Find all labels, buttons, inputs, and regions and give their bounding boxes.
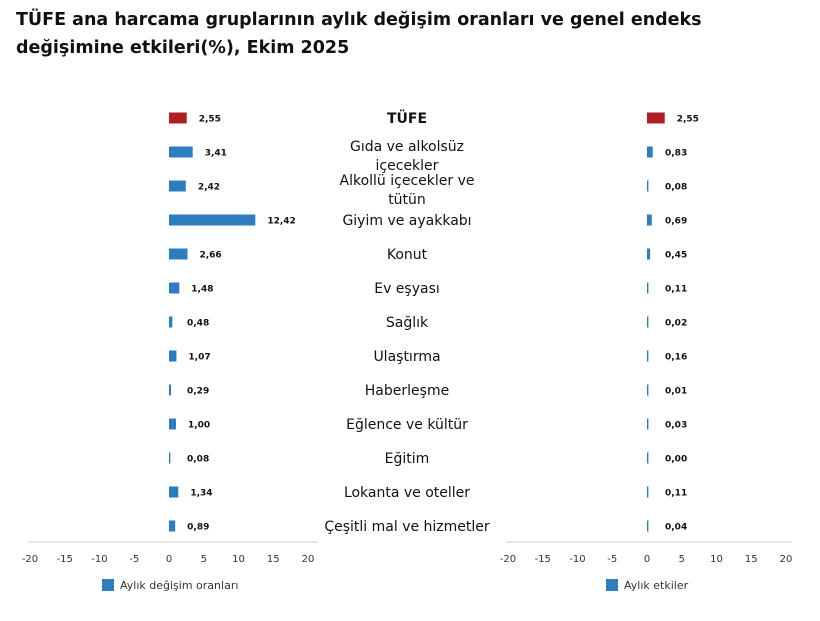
data-label-change: 12,42: [267, 217, 295, 227]
bar-change: [169, 418, 176, 430]
category-label: Gıda ve alkolsüz: [350, 139, 464, 155]
data-label-effect: 0,45: [665, 251, 687, 261]
x-tick-label-effect: -20: [500, 554, 516, 565]
bar-effect: [647, 112, 665, 124]
category-label: tütün: [388, 192, 426, 208]
x-tick-label-change: 15: [267, 554, 280, 565]
x-tick-label-change: 0: [166, 554, 172, 565]
bar-effect: [647, 180, 649, 192]
category-label: Ev eşyası: [374, 281, 440, 297]
category-label: Giyim ve ayakkabı: [342, 213, 471, 229]
bar-change: [169, 384, 172, 396]
bar-effect: [647, 146, 653, 158]
data-label-effect: 0,11: [665, 489, 687, 499]
x-tick-label-change: -5: [129, 554, 139, 565]
data-label-effect: 0,00: [665, 455, 687, 465]
data-label-effect: 0,83: [665, 149, 687, 159]
legend-swatch-effect: [606, 579, 618, 591]
category-label: TÜFE: [387, 109, 427, 127]
bar-change: [169, 452, 171, 464]
bar-effect: [647, 214, 652, 226]
data-label-effect: 0,03: [665, 421, 687, 431]
bar-change: [169, 146, 193, 158]
legend-swatch-change: [102, 579, 114, 591]
legend-label-effect: Aylık etkiler: [624, 579, 689, 592]
bar-effect: [647, 350, 649, 362]
category-label: Eğitim: [385, 451, 430, 467]
category-label: Lokanta ve oteller: [344, 485, 470, 501]
category-label: içecekler: [376, 158, 439, 174]
bar-change: [169, 180, 186, 192]
data-label-change: 1,07: [188, 353, 210, 363]
bar-change: [169, 316, 173, 328]
x-tick-label-effect: 10: [710, 554, 723, 565]
bar-effect: [647, 248, 651, 260]
data-label-effect: 0,04: [665, 523, 687, 533]
bar-effect: [647, 486, 649, 498]
bar-change: [169, 486, 179, 498]
bar-effect: [647, 418, 649, 430]
category-label: Alkollü içecekler ve: [340, 173, 475, 189]
data-label-effect: 0,69: [665, 217, 687, 227]
data-label-change: 3,41: [205, 149, 227, 159]
x-tick-label-change: 10: [232, 554, 245, 565]
data-label-change: 0,89: [187, 523, 209, 533]
x-tick-label-effect: -15: [535, 554, 551, 565]
bar-change: [169, 520, 176, 532]
x-tick-label-effect: 5: [679, 554, 685, 565]
x-tick-label-effect: -5: [607, 554, 617, 565]
category-label: Çeşitli mal ve hizmetler: [324, 519, 490, 535]
category-label: Ulaştırma: [373, 349, 440, 365]
bar-change: [169, 214, 256, 226]
data-label-change: 2,55: [199, 115, 221, 125]
x-tick-label-effect: 0: [644, 554, 650, 565]
bar-effect: [647, 452, 649, 464]
data-label-change: 0,29: [187, 387, 209, 397]
data-label-change: 0,48: [187, 319, 209, 329]
data-label-change: 2,42: [198, 183, 220, 193]
data-label-effect: 0,11: [665, 285, 687, 295]
x-tick-label-change: 20: [302, 554, 315, 565]
data-label-change: 0,08: [187, 455, 209, 465]
category-label: Konut: [387, 247, 428, 263]
data-label-effect: 0,08: [665, 183, 687, 193]
x-tick-label-change: -15: [57, 554, 73, 565]
bar-change: [169, 112, 187, 124]
data-label-effect: 0,01: [665, 387, 687, 397]
category-label: Eğlence ve kültür: [346, 417, 468, 433]
data-label-change: 1,48: [191, 285, 213, 295]
data-label-change: 1,34: [190, 489, 212, 499]
bar-change: [169, 282, 180, 294]
category-label: Sağlık: [386, 315, 429, 331]
bar-change: [169, 248, 188, 260]
x-tick-label-effect: 20: [780, 554, 793, 565]
legend-label-change: Aylık değişim oranları: [120, 579, 238, 592]
x-tick-label-effect: -10: [569, 554, 585, 565]
bar-effect: [647, 384, 649, 396]
x-tick-label-change: -10: [91, 554, 107, 565]
x-tick-label-effect: 15: [745, 554, 758, 565]
bar-effect: [647, 316, 649, 328]
data-label-change: 2,66: [199, 251, 221, 261]
data-label-change: 1,00: [188, 421, 210, 431]
category-label: Haberleşme: [365, 383, 449, 399]
bar-change: [169, 350, 177, 362]
bar-effect: [647, 282, 649, 294]
data-label-effect: 0,16: [665, 353, 687, 363]
data-label-effect: 0,02: [665, 319, 687, 329]
x-tick-label-change: 5: [201, 554, 207, 565]
data-label-effect: 2,55: [677, 115, 699, 125]
x-tick-label-change: -20: [22, 554, 38, 565]
bar-effect: [647, 520, 649, 532]
chart-title: TÜFE ana harcama gruplarının aylık değiş…: [16, 10, 702, 58]
